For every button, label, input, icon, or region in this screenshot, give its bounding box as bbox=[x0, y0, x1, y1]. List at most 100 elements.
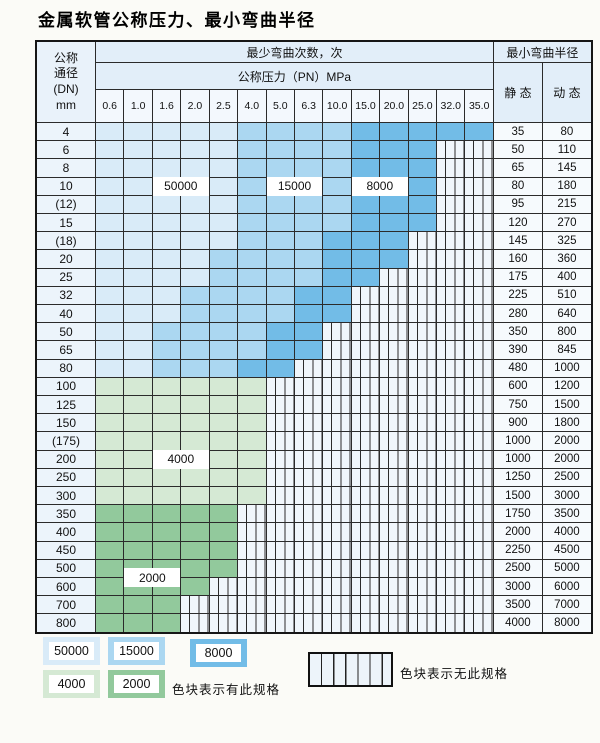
spec-cell bbox=[351, 505, 380, 523]
spec-cell bbox=[96, 396, 124, 414]
spec-cell bbox=[323, 214, 351, 232]
pressure-header-cell: 15.0 bbox=[351, 90, 380, 122]
spec-cell bbox=[408, 268, 437, 286]
static-cell: 1500 bbox=[493, 487, 542, 505]
spec-cell bbox=[181, 214, 209, 232]
spec-cell bbox=[351, 523, 380, 541]
spec-cell bbox=[437, 523, 465, 541]
spec-cell bbox=[465, 450, 493, 468]
spec-cell bbox=[294, 268, 323, 286]
spec-cell bbox=[209, 232, 238, 250]
spec-cell bbox=[294, 578, 323, 596]
spec-cell bbox=[181, 596, 209, 614]
spec-cell bbox=[437, 559, 465, 578]
spec-cell bbox=[209, 614, 238, 632]
spec-cell bbox=[96, 323, 124, 341]
static-cell: 1750 bbox=[493, 505, 542, 523]
legend-swatch-50000: 50000 bbox=[43, 637, 100, 665]
spec-cell bbox=[209, 396, 238, 414]
spec-cell bbox=[465, 177, 493, 195]
page-title: 金属软管公称压力、最小弯曲半径 bbox=[38, 11, 316, 31]
spec-cell bbox=[465, 323, 493, 341]
spec-cell bbox=[96, 141, 124, 159]
spec-cell bbox=[266, 559, 294, 578]
spec-cell bbox=[465, 432, 493, 450]
spec-cell bbox=[351, 432, 380, 450]
spec-cell bbox=[465, 596, 493, 614]
spec-cell bbox=[380, 377, 408, 396]
spec-cell bbox=[437, 323, 465, 341]
spec-cell bbox=[124, 377, 152, 396]
spec-cell bbox=[323, 450, 351, 468]
pressure-header-cell: 20.0 bbox=[380, 90, 408, 122]
spec-cell bbox=[96, 195, 124, 214]
spec-cell bbox=[266, 250, 294, 268]
spec-cell bbox=[437, 359, 465, 377]
spec-cell bbox=[96, 523, 124, 541]
spec-cell bbox=[465, 468, 493, 487]
dn-cell: 65 bbox=[37, 341, 95, 359]
dynamic-cell: 4500 bbox=[542, 541, 591, 559]
legend-swatch-value: 50000 bbox=[49, 642, 94, 660]
spec-cell bbox=[209, 286, 238, 305]
spec-cell bbox=[181, 159, 209, 177]
spec-cell bbox=[351, 377, 380, 396]
spec-cell bbox=[465, 541, 493, 559]
legend-swatch-value: 4000 bbox=[49, 675, 94, 693]
spec-cell bbox=[96, 505, 124, 523]
static-cell: 225 bbox=[493, 286, 542, 305]
spec-cell bbox=[209, 341, 238, 359]
dn-cell: 500 bbox=[37, 559, 95, 578]
spec-cell bbox=[124, 359, 152, 377]
spec-cell bbox=[437, 614, 465, 632]
spec-cell bbox=[96, 359, 124, 377]
spec-cell bbox=[437, 141, 465, 159]
spec-cell bbox=[266, 159, 294, 177]
spec-cell bbox=[408, 286, 437, 305]
spec-cell bbox=[96, 541, 124, 559]
spec-cell bbox=[323, 359, 351, 377]
spec-cell bbox=[124, 323, 152, 341]
spec-cell bbox=[294, 596, 323, 614]
spec-cell bbox=[124, 305, 152, 323]
spec-cell bbox=[124, 505, 152, 523]
dynamic-cell: 510 bbox=[542, 286, 591, 305]
spec-cell bbox=[294, 195, 323, 214]
dn-header-line: mm bbox=[56, 97, 76, 112]
spec-cell bbox=[408, 578, 437, 596]
spec-cell bbox=[181, 523, 209, 541]
spec-cell bbox=[351, 559, 380, 578]
spec-cell bbox=[465, 559, 493, 578]
spec-cell bbox=[238, 468, 266, 487]
spec-cell bbox=[351, 614, 380, 632]
spec-cell bbox=[238, 596, 266, 614]
spec-cell bbox=[152, 195, 181, 214]
spec-cell bbox=[408, 414, 437, 432]
spec-cell bbox=[181, 268, 209, 286]
spec-cell bbox=[380, 523, 408, 541]
spec-cell bbox=[181, 323, 209, 341]
spec-cell bbox=[266, 578, 294, 596]
static-cell: 480 bbox=[493, 359, 542, 377]
spec-cell bbox=[152, 268, 181, 286]
spec-cell bbox=[181, 541, 209, 559]
spec-cell bbox=[238, 214, 266, 232]
spec-cell bbox=[351, 396, 380, 414]
spec-cell bbox=[437, 541, 465, 559]
spec-cell bbox=[124, 523, 152, 541]
spec-cell bbox=[181, 505, 209, 523]
spec-cell bbox=[238, 505, 266, 523]
spec-cell bbox=[351, 596, 380, 614]
spec-cell bbox=[96, 250, 124, 268]
spec-cell bbox=[209, 468, 238, 487]
spec-cell bbox=[152, 596, 181, 614]
spec-cell bbox=[437, 377, 465, 396]
static-cell: 1000 bbox=[493, 432, 542, 450]
spec-cell bbox=[238, 559, 266, 578]
static-cell: 35 bbox=[493, 123, 542, 141]
spec-cell bbox=[437, 250, 465, 268]
spec-cell bbox=[266, 487, 294, 505]
spec-cell bbox=[437, 177, 465, 195]
spec-cell bbox=[181, 377, 209, 396]
spec-cell bbox=[152, 323, 181, 341]
